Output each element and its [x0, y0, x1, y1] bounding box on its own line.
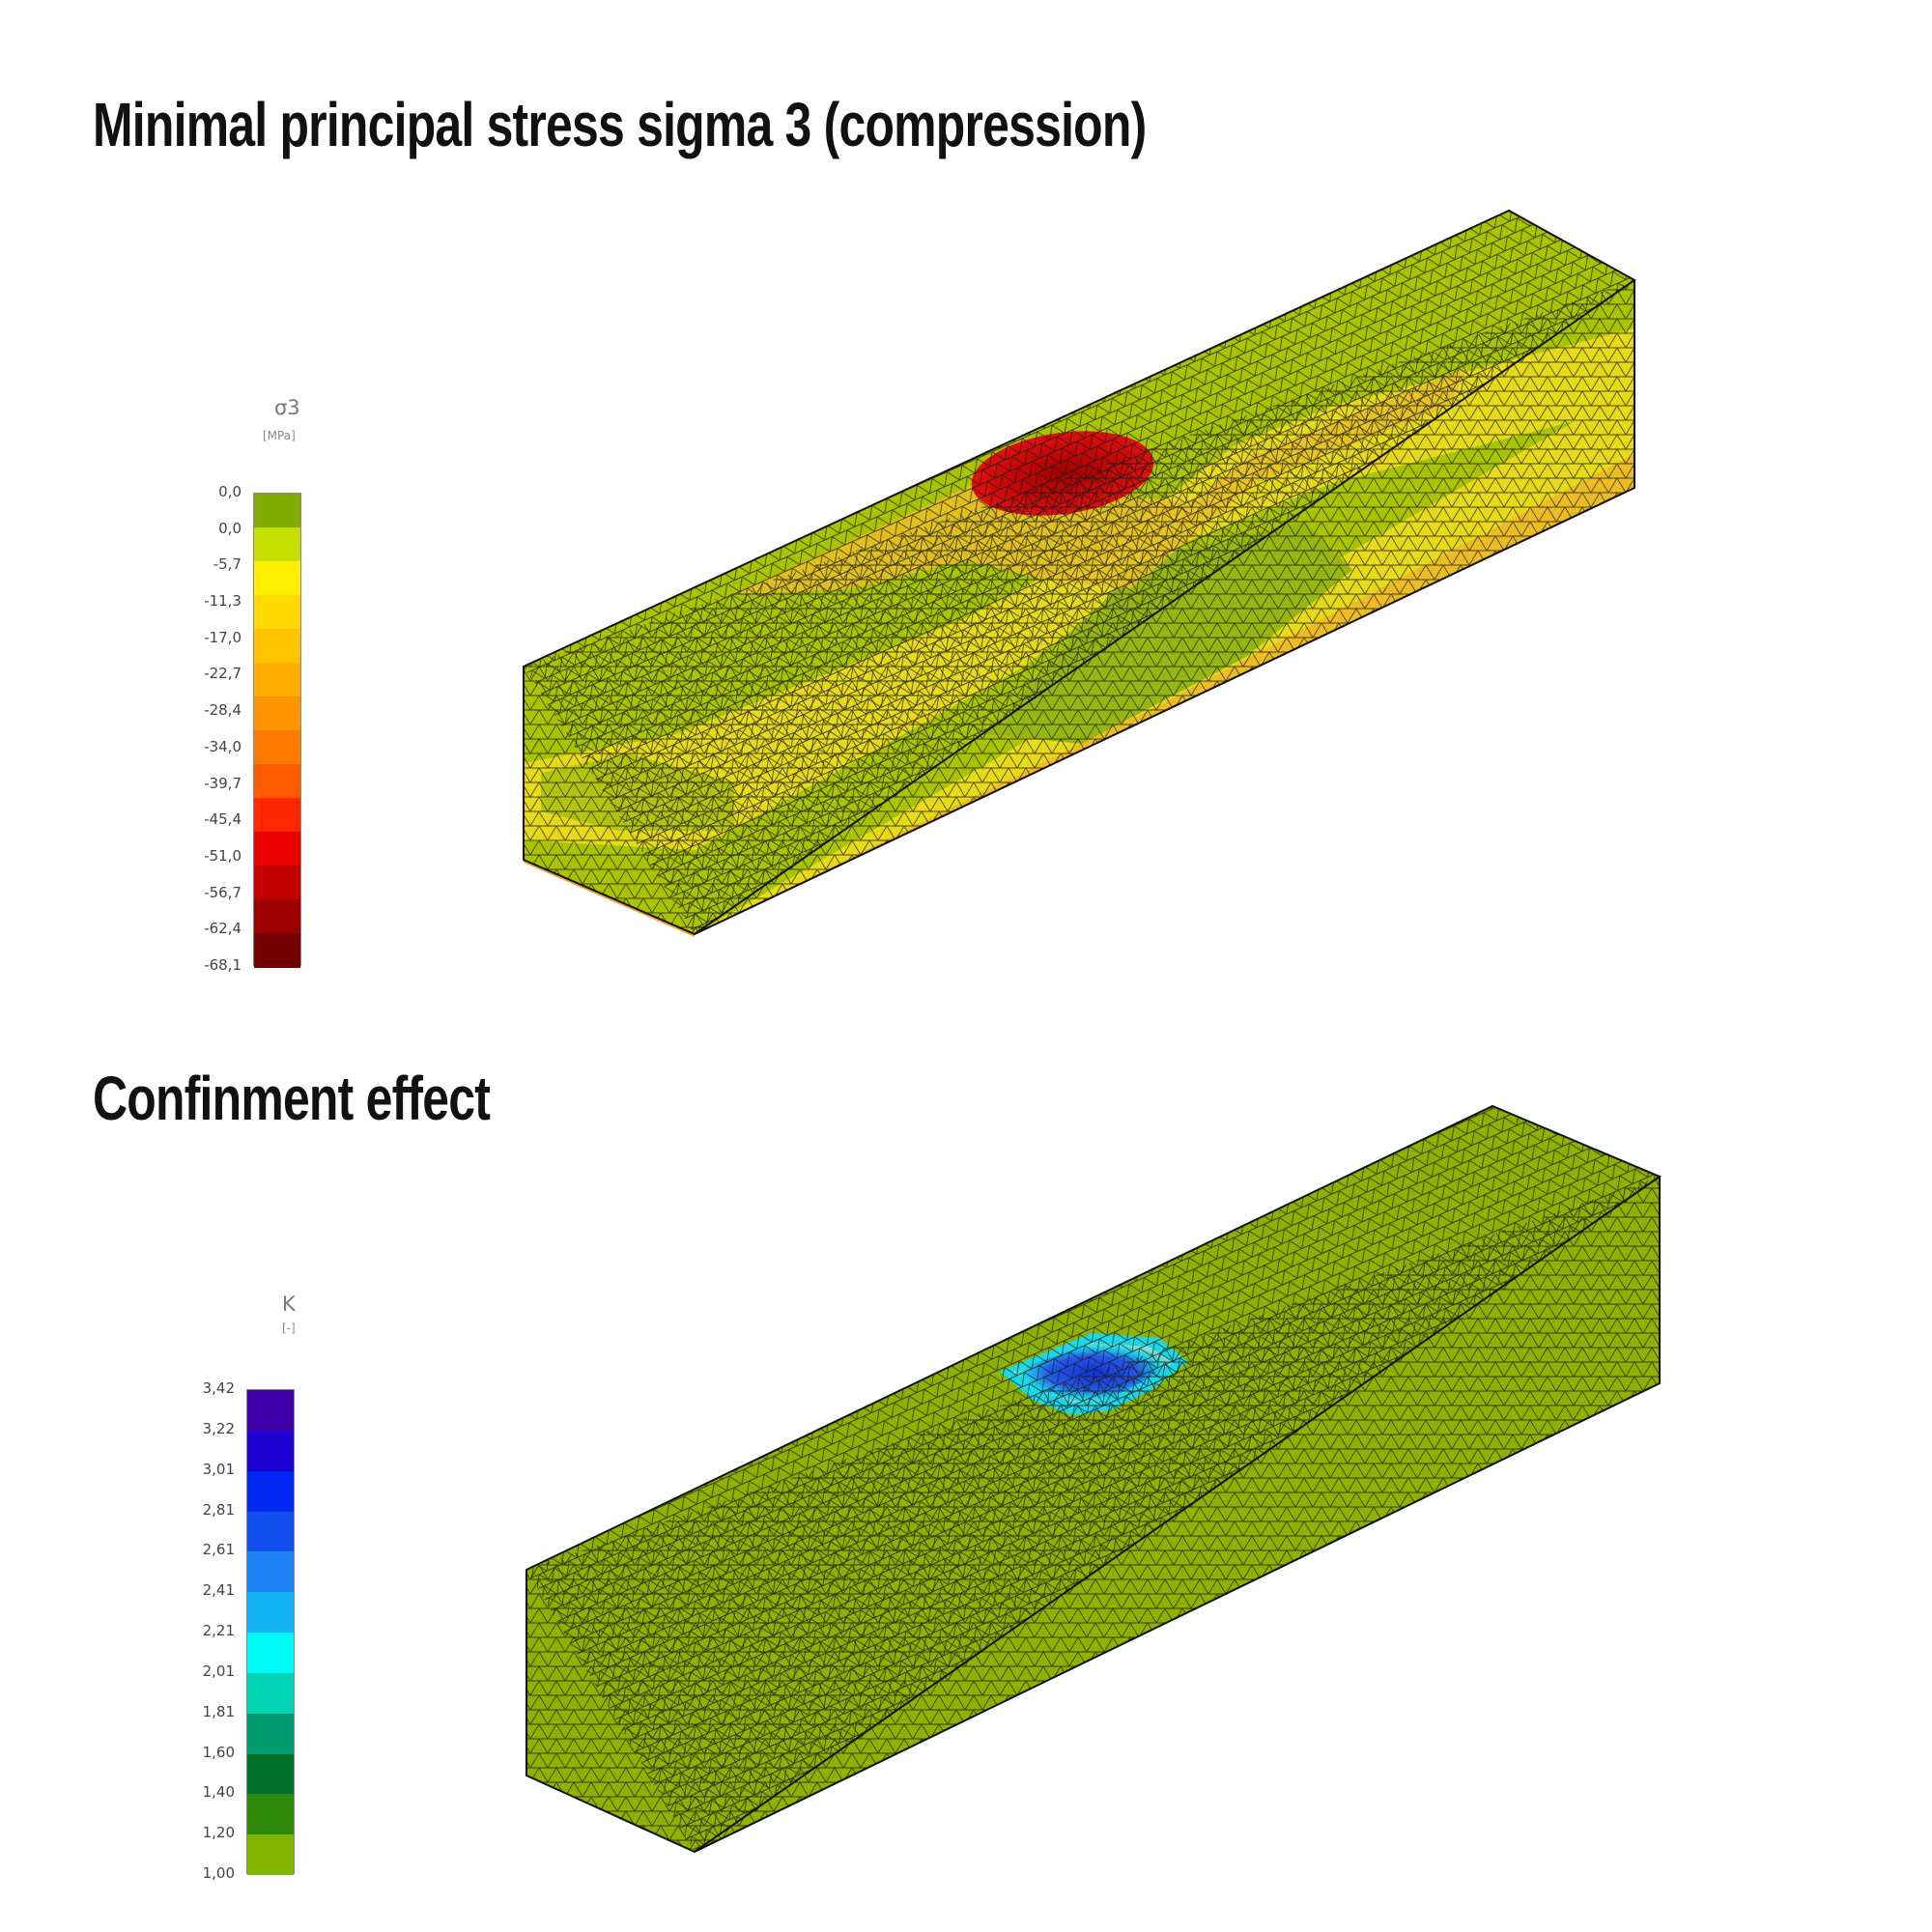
legend-tick-label: -17,0 [204, 628, 242, 646]
legend-swatch [247, 1592, 294, 1634]
legend-swatch [254, 798, 300, 833]
legend-swatch [254, 527, 300, 562]
beam-edges [526, 1104, 1662, 1854]
legend-tick-label: 1,81 [202, 1702, 235, 1720]
legend-swatch [254, 561, 300, 596]
legend-symbol: σ3 [274, 396, 300, 419]
legend-colorbar [246, 1389, 295, 1876]
legend-tick-label: 0,0 [218, 483, 242, 500]
legend-tick-label: -34,0 [204, 737, 242, 755]
confinement-panel-title: Confinment effect [93, 1064, 491, 1133]
legend-swatch [254, 663, 300, 697]
legend-tick-label: 3,01 [202, 1460, 235, 1478]
legend-tick-label: -39,7 [204, 774, 242, 792]
legend-swatch [247, 1430, 294, 1472]
legend-colorbar [253, 493, 301, 968]
legend-swatch [254, 933, 300, 968]
legend-swatch [247, 1672, 294, 1715]
legend-tick-label: 1,40 [202, 1783, 235, 1802]
confinement-beam [526, 1104, 1662, 1854]
stress-panel-title: Minimal principal stress sigma 3 (compre… [93, 90, 1147, 159]
legend-swatch [254, 696, 300, 731]
legend-swatch [247, 1390, 294, 1432]
legend-swatch [254, 764, 300, 799]
legend-tick-label: -22,7 [204, 665, 242, 683]
legend-swatch [254, 866, 300, 900]
legend-swatch [254, 832, 300, 867]
legend-swatch [247, 1551, 294, 1593]
legend-swatch [247, 1470, 294, 1512]
legend-symbol: K [282, 1293, 296, 1316]
legend-tick-label: -11,3 [204, 592, 242, 611]
legend-tick-label: -56,7 [204, 883, 242, 901]
legend-tick-label: 0,0 [218, 519, 242, 537]
legend-tick-label: -62,4 [204, 920, 242, 938]
legend-tick-label: 3,42 [202, 1379, 235, 1397]
legend-tick-label: -68,1 [204, 956, 242, 974]
legend-swatch [254, 629, 300, 664]
legend-swatch [254, 899, 300, 934]
legend-tick-label: 2,21 [202, 1622, 235, 1639]
legend-tick-label: 3,22 [202, 1419, 235, 1437]
stress-beam [523, 209, 1636, 937]
legend-swatch [247, 1511, 294, 1552]
legend-tick-label: -5,7 [213, 555, 242, 574]
legend-tick-label: 2,41 [202, 1581, 235, 1600]
legend-swatch [247, 1753, 294, 1795]
legend-swatch [254, 730, 300, 765]
legend-tick-label: 2,01 [202, 1662, 235, 1680]
legend-swatch [254, 595, 300, 630]
legend-swatch [247, 1633, 294, 1674]
legend-tick-label: -51,0 [204, 846, 242, 865]
legend-swatch [247, 1794, 294, 1835]
legend-tick-label: -45,4 [204, 810, 242, 829]
legend-tick-label: 1,00 [202, 1864, 235, 1882]
legend-tick-label: 2,81 [202, 1500, 235, 1519]
legend-swatch [254, 494, 300, 528]
legend-swatch [247, 1713, 294, 1754]
legend-swatch [247, 1834, 294, 1876]
legend-tick-label: 1,20 [202, 1824, 235, 1842]
beam-edges [523, 209, 1636, 936]
legend-tick-label: 1,60 [202, 1743, 235, 1761]
legend-tick-label: -28,4 [204, 701, 242, 720]
legend-unit: [MPa] [263, 429, 296, 442]
legend-tick-label: 2,61 [202, 1541, 235, 1559]
legend-unit: [-] [282, 1321, 296, 1335]
